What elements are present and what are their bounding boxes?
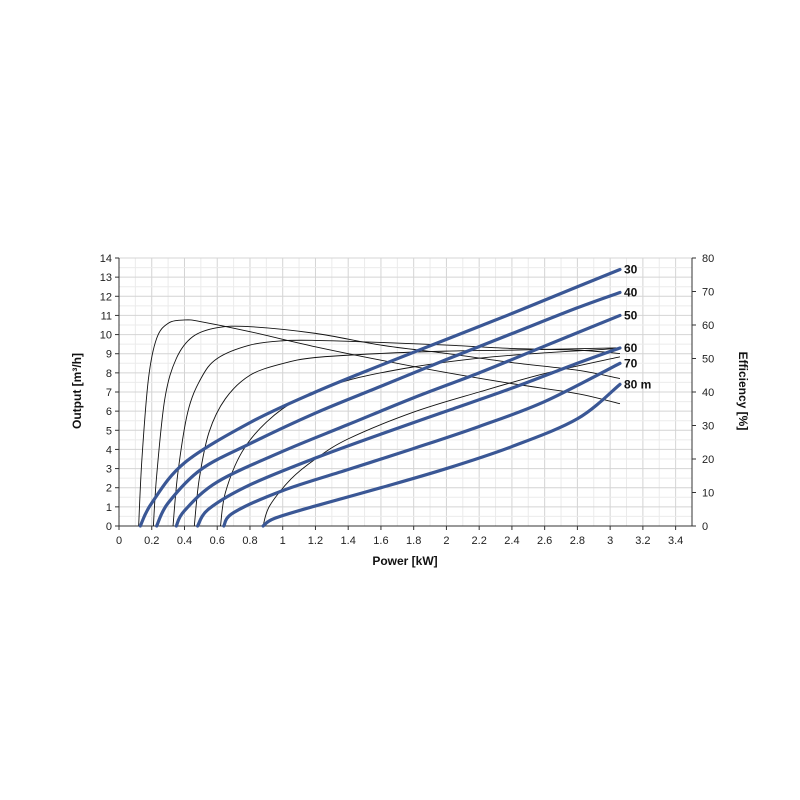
output-curve bbox=[261, 382, 622, 528]
y-tick-label: 7 bbox=[106, 387, 112, 399]
y-tick-label: 5 bbox=[106, 425, 112, 437]
series-label: 60 bbox=[624, 341, 638, 355]
y-tick-label: 1 bbox=[106, 502, 112, 514]
x-tick-label: 1.4 bbox=[341, 535, 356, 547]
y-tick-label: 10 bbox=[100, 330, 112, 342]
axes bbox=[115, 257, 696, 530]
y2-axis-title: Efficiency [%] bbox=[736, 352, 750, 431]
x-tick-label: 3.2 bbox=[635, 535, 650, 547]
output-curve bbox=[138, 267, 622, 528]
efficiency-curve bbox=[193, 347, 620, 527]
y-tick-label: 12 bbox=[100, 291, 112, 303]
efficiency-curve bbox=[172, 339, 621, 527]
x-tick-label: 0.6 bbox=[210, 535, 225, 547]
x-tick-label: 2.4 bbox=[504, 535, 519, 547]
y-tick-label: 13 bbox=[100, 272, 112, 284]
y-tick-label: 3 bbox=[106, 464, 112, 476]
x-tick-label: 3.4 bbox=[668, 535, 683, 547]
x-tick-label: 1.2 bbox=[308, 535, 323, 547]
x-tick-label: 0 bbox=[116, 535, 122, 547]
output-curve bbox=[222, 361, 622, 528]
y2-tick-label: 80 bbox=[702, 253, 714, 265]
y-axis-title: Output [m³/h] bbox=[70, 353, 84, 429]
x-tick-label: 3 bbox=[607, 535, 613, 547]
y2-tick-labels: 0 10 20 30 40 50 60 70 80 bbox=[702, 253, 714, 533]
output-curve bbox=[174, 313, 622, 528]
y-tick-label: 9 bbox=[106, 349, 112, 361]
y2-tick-label: 60 bbox=[702, 320, 714, 332]
series-label: 80 m bbox=[624, 377, 651, 391]
output-series bbox=[138, 267, 622, 528]
y2-tick-label: 30 bbox=[702, 421, 714, 433]
output-curve bbox=[195, 346, 622, 528]
y2-tick-label: 40 bbox=[702, 387, 714, 399]
efficiency-curve bbox=[262, 356, 621, 527]
x-tick-label: 1 bbox=[280, 535, 286, 547]
y2-tick-label: 70 bbox=[702, 287, 714, 299]
series-label: 30 bbox=[624, 262, 638, 276]
y-tick-label: 8 bbox=[106, 368, 112, 380]
series-label: 70 bbox=[624, 356, 638, 370]
x-tick-label: 2 bbox=[443, 535, 449, 547]
x-tick-label: 2.2 bbox=[472, 535, 487, 547]
y2-tick-label: 0 bbox=[702, 521, 708, 533]
y-tick-label: 6 bbox=[106, 406, 112, 418]
x-tick-label: 0.2 bbox=[144, 535, 159, 547]
y2-tick-label: 10 bbox=[702, 488, 714, 500]
x-tick-label: 0.8 bbox=[242, 535, 257, 547]
x-tick-label: 1.6 bbox=[373, 535, 388, 547]
y2-tick-label: 20 bbox=[702, 454, 714, 466]
y2-tick-label: 50 bbox=[702, 354, 714, 366]
y-tick-label: 4 bbox=[106, 444, 112, 456]
x-tick-label: 1.8 bbox=[406, 535, 421, 547]
y-tick-label: 0 bbox=[106, 521, 112, 533]
series-label: 50 bbox=[624, 308, 638, 322]
efficiency-curve bbox=[138, 319, 621, 527]
y-tick-label: 11 bbox=[101, 310, 112, 322]
output-curve bbox=[155, 290, 622, 528]
x-tick-label: 0.4 bbox=[177, 535, 192, 547]
x-tick-label: 2.6 bbox=[537, 535, 552, 547]
y-tick-label: 14 bbox=[100, 253, 112, 265]
x-axis-title: Power [kW] bbox=[372, 554, 437, 568]
x-tick-label: 2.8 bbox=[570, 535, 585, 547]
y-tick-label: 2 bbox=[106, 483, 112, 495]
series-label: 40 bbox=[624, 285, 638, 299]
x-tick-labels: 0 0.2 0.4 0.6 0.8 1 1.2 1.4 1.6 1.8 2 2.2 2.4 2.6 2.8 3… bbox=[116, 535, 683, 547]
efficiency-curve bbox=[152, 325, 621, 527]
